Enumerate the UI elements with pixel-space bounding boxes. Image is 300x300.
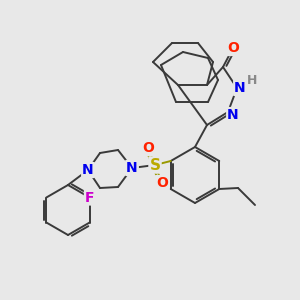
Text: F: F (85, 190, 94, 205)
Text: H: H (247, 74, 257, 88)
Text: N: N (82, 163, 94, 177)
Text: O: O (227, 41, 239, 55)
Text: N: N (227, 108, 239, 122)
Text: N: N (126, 161, 138, 175)
Text: N: N (234, 81, 246, 95)
Text: O: O (156, 176, 168, 190)
Text: O: O (142, 141, 154, 155)
Text: S: S (149, 158, 161, 172)
